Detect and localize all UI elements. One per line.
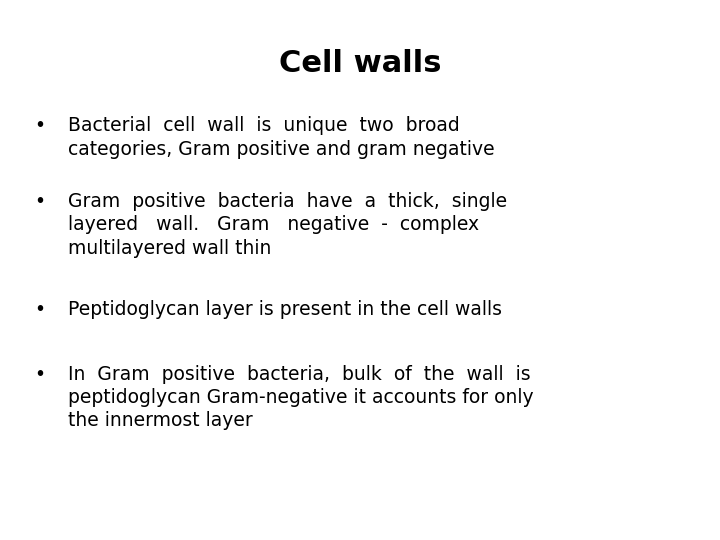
Text: •: •	[34, 116, 45, 135]
Text: Peptidoglycan layer is present in the cell walls: Peptidoglycan layer is present in the ce…	[68, 300, 503, 319]
Text: Cell walls: Cell walls	[279, 49, 441, 78]
Text: •: •	[34, 192, 45, 211]
Text: Gram  positive  bacteria  have  a  thick,  single
layered   wall.   Gram   negat: Gram positive bacteria have a thick, sin…	[68, 192, 508, 258]
Text: •: •	[34, 364, 45, 383]
Text: Bacterial  cell  wall  is  unique  two  broad
categories, Gram positive and gram: Bacterial cell wall is unique two broad …	[68, 116, 495, 159]
Text: •: •	[34, 300, 45, 319]
Text: In  Gram  positive  bacteria,  bulk  of  the  wall  is
peptidoglycan Gram-negati: In Gram positive bacteria, bulk of the w…	[68, 364, 534, 430]
